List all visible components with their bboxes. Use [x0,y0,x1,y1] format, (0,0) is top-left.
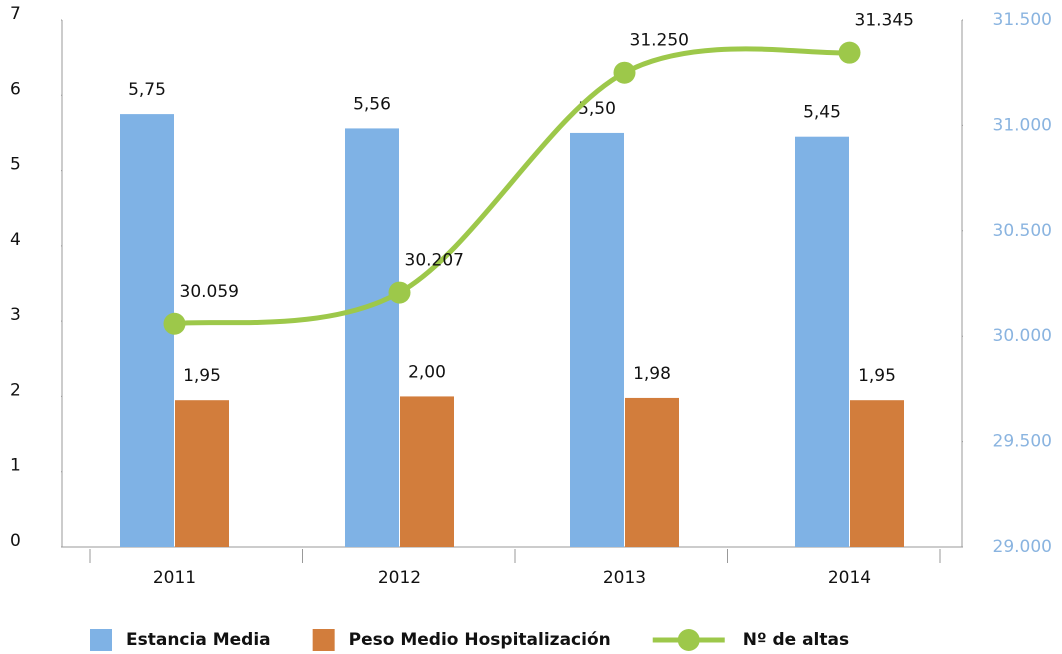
bar [625,397,679,547]
y2-tick-label: 29.500 [993,432,1052,452]
bar [850,400,904,547]
y-tick-label: 5 [10,155,21,175]
data-label: 31.250 [630,31,689,51]
x-tick-label: 2013 [603,568,646,588]
y-tick-label: 4 [10,230,21,250]
line-point [388,281,411,304]
data-label: 5,75 [128,80,166,100]
line [174,46,850,327]
y-tick-label: 3 [10,305,21,325]
data-label: 5,45 [803,103,841,123]
bar [570,132,624,547]
data-label: 5,50 [578,99,616,119]
data-label: 31.345 [855,11,914,31]
y2-tick-label: 30.500 [993,221,1052,241]
data-label: 2,00 [408,362,446,382]
data-label: 1,98 [633,364,671,384]
y2-tick-label: 29.000 [993,537,1052,557]
legend-marker [677,629,700,651]
legend-swatch [90,629,112,651]
x-tick-label: 2011 [153,568,196,588]
bar [175,400,229,547]
bar [795,136,849,547]
y-tick-label: 6 [10,79,21,99]
legend-label: Peso Medio Hospitalización [349,630,611,650]
legend-swatch [312,629,335,651]
y-tick-label: 1 [10,456,21,476]
data-label: 1,95 [858,366,896,386]
data-label: 5,56 [353,94,391,114]
data-label: 1,95 [183,366,221,386]
bar [120,114,174,547]
line-point [613,61,636,84]
y2-tick-label: 31.000 [993,115,1052,135]
data-label: 30.207 [405,251,464,271]
y-tick-label: 2 [10,380,21,400]
y2-tick-label: 31.500 [993,10,1052,30]
bar [345,128,399,547]
x-tick-label: 2012 [378,568,421,588]
y-tick-label: 0 [10,531,21,551]
line-point [838,41,861,64]
data-label: 30.059 [180,282,239,302]
line-point [163,312,186,335]
legend-label: Estancia Media [126,630,271,650]
bar [400,396,454,547]
legend-label: Nº de altas [743,630,849,650]
x-tick-label: 2014 [828,568,871,588]
y2-tick-label: 30.000 [993,326,1052,346]
y-tick-label: 7 [10,4,21,24]
